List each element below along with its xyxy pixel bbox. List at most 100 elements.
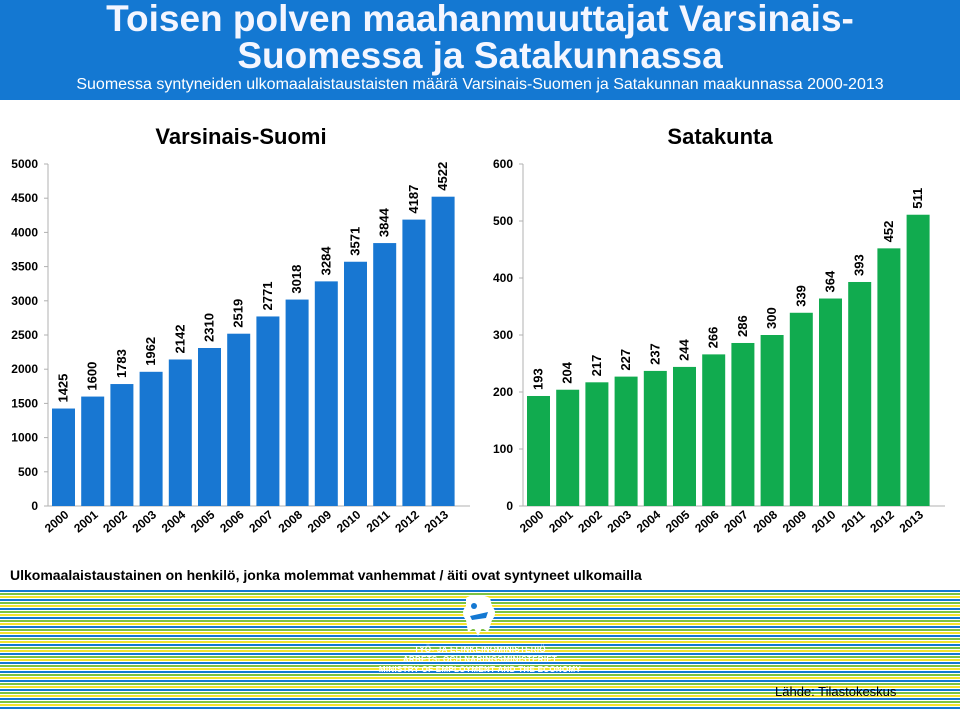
data-label: 300	[764, 307, 779, 329]
data-label: 1600	[85, 362, 100, 391]
footer-stripe	[0, 662, 960, 664]
x-tick-label: 2001	[546, 507, 576, 535]
data-label: 1425	[56, 374, 71, 403]
x-tick-label: 2012	[867, 507, 897, 535]
bar-2000	[527, 395, 550, 506]
title-line-1: Toisen polven maahanmuuttajat Varsinais-	[106, 0, 854, 39]
data-label: 4522	[435, 162, 450, 191]
bar-2009	[789, 312, 813, 506]
footer-stripe	[0, 665, 960, 667]
x-tick-label: 2013	[422, 507, 452, 535]
y-tick-label: 3500	[11, 260, 38, 274]
footer-stripe	[0, 683, 960, 685]
y-tick-label: 100	[493, 442, 513, 456]
data-label: 3844	[377, 207, 392, 237]
x-tick-label: 2005	[188, 507, 218, 535]
footer-stripe	[0, 704, 960, 706]
data-label: 2310	[202, 313, 217, 342]
y-tick-label: 4500	[11, 191, 38, 205]
data-label: 204	[560, 361, 575, 383]
data-label: 452	[881, 221, 896, 243]
x-tick-label: 2002	[100, 507, 130, 535]
bar-2006	[227, 333, 251, 506]
chart-title: Varsinais-Suomi	[155, 124, 326, 149]
bar-2003	[139, 371, 163, 506]
y-tick-label: 500	[18, 465, 38, 479]
y-tick-label: 400	[493, 271, 513, 285]
y-tick-label: 4000	[11, 225, 38, 239]
bar-2004	[643, 370, 667, 506]
footer-stripe	[0, 650, 960, 652]
x-tick-label: 2004	[634, 507, 664, 535]
data-label: 3571	[348, 227, 363, 256]
data-label: 1783	[114, 349, 129, 378]
data-label: 364	[823, 270, 838, 292]
page-subtitle: Suomessa syntyneiden ulkomaalaistaustais…	[76, 76, 884, 93]
page-title: Toisen polven maahanmuuttajat Varsinais-…	[0, 0, 960, 74]
x-tick-label: 2010	[809, 507, 839, 535]
x-tick-label: 2006	[692, 507, 722, 535]
bar-2012	[877, 248, 901, 507]
y-tick-label: 5000	[11, 157, 38, 171]
data-label: 1962	[143, 337, 158, 366]
charts-area: Varsinais-Suomi0500100015002000250030003…	[11, 124, 945, 535]
y-tick-label: 200	[493, 385, 513, 399]
bar-2005	[198, 347, 221, 506]
y-tick-label: 600	[493, 157, 513, 171]
footer-stripe	[0, 593, 960, 595]
data-label: 3018	[289, 265, 304, 294]
x-tick-label: 2007	[721, 507, 751, 535]
bar-2007	[731, 342, 755, 506]
bar-2013	[906, 214, 930, 506]
header-banner: Toisen polven maahanmuuttajat Varsinais-…	[0, 0, 960, 100]
data-label: 237	[647, 343, 662, 365]
y-tick-label: 2000	[11, 362, 38, 376]
footer-stripe	[0, 671, 960, 673]
footer-stripe	[0, 635, 960, 637]
y-tick-label: 1000	[11, 431, 38, 445]
x-tick-label: 2009	[305, 507, 335, 535]
x-tick-label: 2001	[71, 507, 101, 535]
bar-2010	[819, 298, 842, 506]
footer-stripe	[0, 701, 960, 703]
bar-2011	[848, 281, 872, 506]
x-tick-label: 2004	[159, 507, 189, 535]
data-label: 393	[852, 254, 867, 276]
footer-stripe	[0, 689, 960, 691]
data-label: 227	[618, 349, 633, 371]
x-tick-label: 2011	[839, 507, 868, 535]
data-label: 4187	[406, 185, 421, 214]
bar-2003	[614, 376, 638, 506]
x-tick-label: 2003	[130, 507, 160, 535]
bar-2005	[673, 366, 696, 506]
footer-stripe	[0, 656, 960, 658]
bar-2010	[344, 261, 367, 506]
data-label: 266	[706, 327, 721, 349]
bar-2011	[373, 243, 397, 506]
x-tick-label: 2000	[517, 507, 547, 535]
bar-2008	[285, 299, 309, 506]
x-tick-label: 2006	[217, 507, 247, 535]
title-line-2: Suomessa ja Satakunnassa	[237, 35, 723, 76]
footer-stripe	[0, 644, 960, 646]
bar-2002	[585, 382, 609, 506]
footer-stripe	[0, 677, 960, 679]
bar-2012	[402, 219, 426, 506]
y-tick-label: 0	[31, 499, 38, 513]
chart-title: Satakunta	[667, 124, 773, 149]
x-tick-label: 2011	[364, 507, 393, 535]
footer-stripe	[0, 698, 960, 700]
footer-stripe	[0, 590, 960, 592]
x-tick-label: 2002	[575, 507, 605, 535]
bar-2013	[431, 196, 455, 506]
ministry-logo-text: TYÖ- JA ELINKEINOMINISTERIÖ ARBETS- OCH …	[330, 645, 630, 675]
bar-2001	[556, 389, 580, 506]
bar-2006	[702, 354, 726, 506]
x-tick-label: 2009	[780, 507, 810, 535]
footer-stripe	[0, 680, 960, 682]
y-tick-label: 0	[506, 499, 513, 513]
bar-2000	[52, 408, 75, 506]
footer-stripe	[0, 632, 960, 634]
y-tick-label: 3000	[11, 294, 38, 308]
footer-stripe	[0, 686, 960, 688]
